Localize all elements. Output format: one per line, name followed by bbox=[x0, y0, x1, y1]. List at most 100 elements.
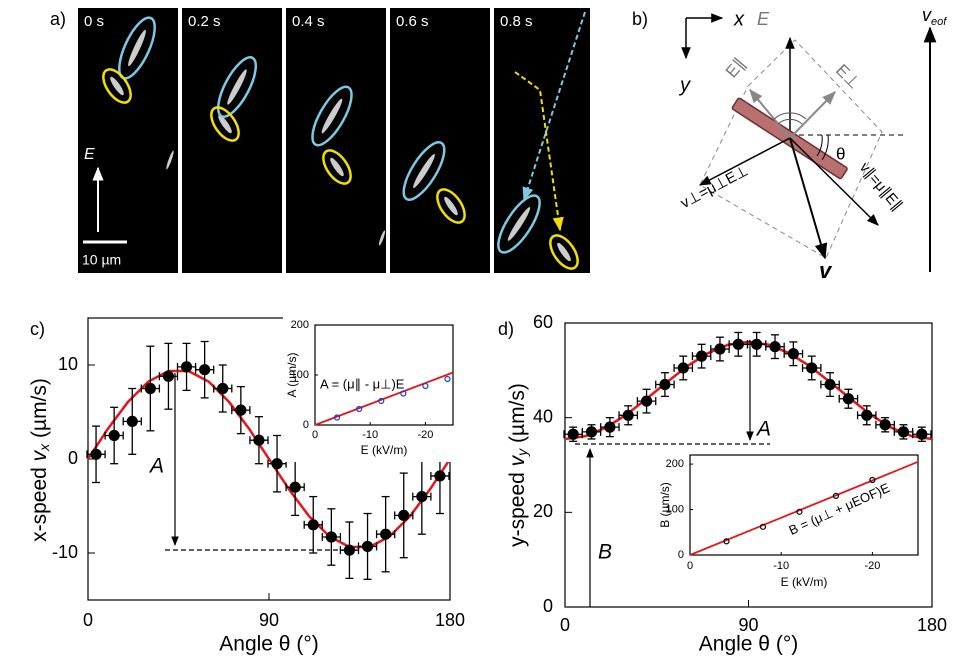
data-point bbox=[787, 348, 799, 360]
panel-label: d) bbox=[498, 319, 514, 339]
y-axis-label-part: x-speed bbox=[28, 461, 51, 542]
data-point bbox=[380, 528, 392, 540]
x-tick-label: 0 bbox=[687, 560, 693, 572]
data-point bbox=[869, 476, 876, 484]
y-tick-label: 0 bbox=[543, 596, 553, 616]
data-point bbox=[271, 458, 283, 470]
data-point bbox=[842, 393, 855, 405]
x-tick-label: 90 bbox=[259, 610, 279, 630]
data-point bbox=[144, 382, 156, 395]
x-axis-label: Angle θ (°) bbox=[219, 633, 318, 656]
inset-background bbox=[655, 446, 927, 596]
data-point bbox=[108, 429, 120, 442]
data-point bbox=[659, 378, 671, 391]
cells bbox=[110, 29, 571, 262]
x-tick-label: -20 bbox=[864, 560, 880, 572]
data-point bbox=[253, 434, 265, 446]
panel-label: c) bbox=[30, 319, 45, 339]
data-point bbox=[444, 375, 451, 383]
y-axis-label-part: v bbox=[28, 449, 51, 461]
eof-label: veof bbox=[922, 5, 947, 28]
y-axis-label-part: y-speed bbox=[506, 466, 529, 547]
y-axis-label: B (µm/s) bbox=[658, 482, 672, 528]
x-tick-label: 0 bbox=[83, 610, 93, 630]
data-point bbox=[325, 531, 337, 543]
panel-a: a) 0 s 0.2 s 0.4 s 0.6 s 0.8 s bbox=[50, 8, 590, 273]
data-point bbox=[723, 538, 730, 545]
field-perp-label: E⊥ bbox=[832, 61, 864, 93]
y-axis-label: x-speed vx (µm/s) bbox=[28, 378, 52, 542]
data-point bbox=[916, 428, 928, 440]
y-tick-label: -10 bbox=[52, 542, 78, 562]
data-point bbox=[861, 409, 873, 421]
field-label: E bbox=[757, 9, 770, 29]
data-point bbox=[126, 415, 138, 427]
velocity-par-label: v∥=μ∥E∥ bbox=[856, 159, 906, 214]
data-point bbox=[714, 343, 726, 355]
data-point bbox=[567, 428, 579, 440]
data-point bbox=[759, 523, 767, 530]
data-point bbox=[832, 492, 840, 500]
y-tick-label: 0 bbox=[678, 549, 684, 561]
annotation: A bbox=[755, 418, 771, 441]
data-point bbox=[604, 421, 616, 433]
angle-mark bbox=[773, 112, 807, 125]
data-point bbox=[235, 404, 247, 416]
y-axis-label-part: (µm/s) bbox=[28, 378, 51, 444]
y-tick-label: 100 bbox=[666, 503, 684, 515]
frame bbox=[494, 8, 590, 273]
angle-label: θ bbox=[836, 144, 845, 163]
data-point bbox=[90, 448, 102, 460]
panel-label: b) bbox=[632, 9, 648, 29]
frame-time: 0.2 s bbox=[188, 13, 221, 30]
x-tick-label: -10 bbox=[362, 429, 378, 441]
data-point bbox=[307, 519, 319, 531]
velocity-perp-arrow bbox=[698, 137, 791, 186]
data-point bbox=[732, 338, 744, 350]
x-tick-label: -10 bbox=[773, 560, 789, 572]
y-axis-label-part: v bbox=[506, 454, 529, 466]
x-axis-label: E (kV/m) bbox=[781, 575, 828, 589]
data-point bbox=[343, 544, 356, 556]
data-point bbox=[796, 508, 803, 515]
frame-time: 0 s bbox=[84, 13, 104, 30]
axis-name: y bbox=[678, 74, 691, 96]
data-point bbox=[398, 509, 410, 522]
frame bbox=[390, 8, 490, 273]
annotation: A = (μ∥ - μ⊥)E bbox=[320, 376, 405, 391]
data-point bbox=[806, 362, 818, 374]
frame-time: 0.6 s bbox=[396, 13, 429, 30]
y-tick-label: 20 bbox=[533, 501, 553, 521]
eof-label-main: v bbox=[922, 5, 932, 25]
eof-label-sub: eof bbox=[931, 16, 947, 28]
y-axis-label: A (µm/s) bbox=[285, 353, 299, 398]
frame bbox=[286, 8, 386, 273]
data-point bbox=[361, 540, 374, 553]
y-tick-label: 0 bbox=[303, 419, 309, 431]
x-tick-label: 90 bbox=[738, 615, 758, 635]
x-tick-label: 0 bbox=[312, 429, 318, 441]
data-point bbox=[585, 426, 598, 438]
scale-bar-label: 10 µm bbox=[82, 252, 121, 268]
data-point bbox=[622, 409, 634, 421]
data-point bbox=[422, 382, 429, 390]
trajectory bbox=[514, 71, 564, 232]
data-point bbox=[180, 361, 193, 373]
x-tick-label: -20 bbox=[417, 429, 433, 441]
data-point bbox=[378, 397, 385, 405]
y-axis-label-part: (µm/s) bbox=[506, 383, 529, 449]
data-point bbox=[769, 341, 781, 353]
data-point bbox=[217, 382, 229, 395]
frame-time: 0.8 s bbox=[500, 13, 533, 30]
y-axis-label: y-speed vy (µm/s) bbox=[506, 383, 530, 547]
y-tick-label: 0 bbox=[68, 448, 78, 468]
x-axis-label: Angle θ (°) bbox=[699, 633, 798, 656]
data-point bbox=[416, 491, 428, 503]
field-perp-arrow bbox=[789, 90, 836, 139]
data-point bbox=[677, 362, 689, 374]
y-tick-label: 100 bbox=[291, 369, 309, 381]
data-point bbox=[289, 481, 301, 493]
y-axis-label-sub: y bbox=[514, 448, 530, 457]
data-point bbox=[824, 378, 836, 391]
